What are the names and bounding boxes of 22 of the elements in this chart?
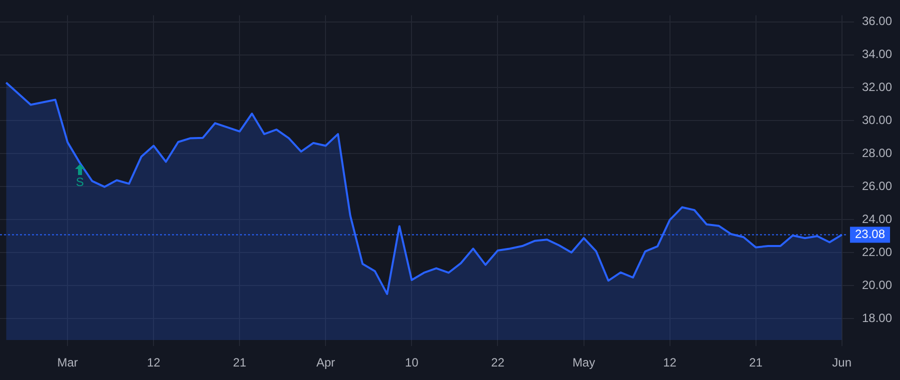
x-tick-label: 22: [491, 356, 505, 370]
annotation: S: [76, 175, 84, 190]
y-tick-label: 26.00: [862, 178, 892, 193]
y-tick-label: 22.00: [862, 244, 892, 259]
x-tick-label: May: [572, 356, 596, 370]
y-tick-label: 24.00: [862, 212, 892, 226]
x-tick-label: 10: [405, 356, 419, 370]
y-tick-label: 34.00: [862, 47, 892, 62]
y-tick-label: 28.00: [862, 146, 892, 160]
y-tick-label: 32.00: [862, 80, 892, 94]
y-tick-label: 36.00: [862, 14, 892, 28]
x-tick-label: 12: [663, 356, 677, 370]
ref-line-label: 23.08: [855, 227, 886, 242]
x-tick-label: 12: [146, 356, 161, 370]
y-tick-label: 20.00: [862, 278, 892, 292]
x-tick-label: Apr: [316, 356, 336, 370]
x-tick-label: Mar: [57, 356, 78, 370]
x-tick-label: 21: [749, 356, 763, 370]
y-tick-label: 18.00: [862, 310, 892, 325]
y-tick-label: 30.00: [862, 113, 892, 128]
x-tick-label: Jun: [832, 356, 852, 370]
x-tick-label: 21: [232, 356, 247, 370]
